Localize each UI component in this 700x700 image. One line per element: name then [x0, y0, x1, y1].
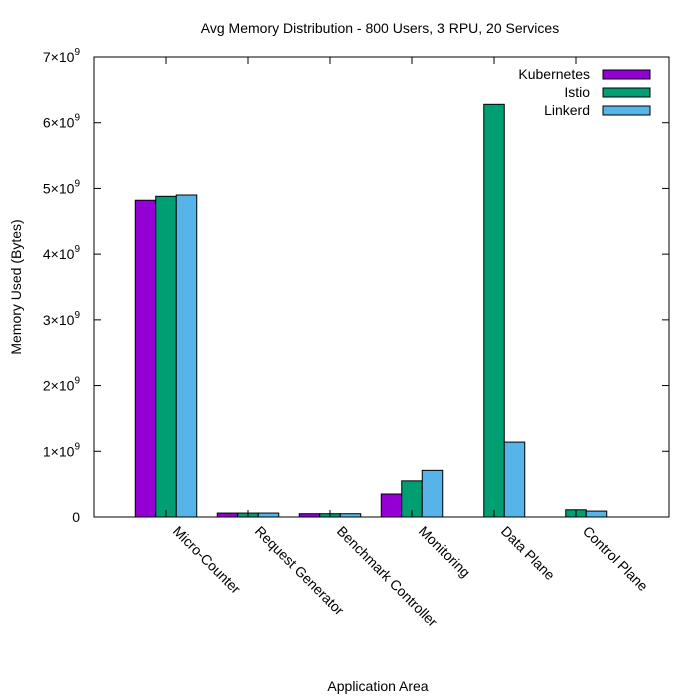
legend-swatch-kubernetes	[602, 69, 651, 80]
y-tick-label: 3×109	[43, 310, 81, 328]
x-tick-label: Monitoring	[416, 523, 474, 581]
bar-kubernetes-1	[216, 512, 239, 518]
bar-kubernetes-0	[134, 199, 157, 518]
bar-linkerd-0	[175, 194, 198, 518]
y-tick-label: 0	[72, 509, 80, 525]
plot-frame	[93, 56, 670, 518]
y-tick-label: 7×109	[43, 47, 81, 65]
y-tick-label: 5×109	[43, 178, 81, 196]
bar-linkerd-5	[585, 510, 608, 518]
bar-linkerd-1	[257, 512, 280, 518]
legend-swatch-linkerd	[602, 105, 651, 116]
x-tick-label: Request Generator	[252, 523, 348, 619]
legend-label-linkerd: Linkerd	[544, 102, 590, 118]
legend-swatch-istio	[602, 87, 651, 98]
legend-label-kubernetes: Kubernetes	[518, 66, 590, 82]
bar-istio-4	[483, 103, 505, 518]
y-axis-label: Memory Used (Bytes)	[8, 219, 24, 354]
bar-linkerd-4	[503, 441, 526, 518]
y-tick-label: 4×109	[43, 244, 81, 262]
x-tick-label: Micro-Counter	[170, 523, 244, 597]
y-tick-label: 1×109	[43, 441, 81, 459]
x-axis-label: Application Area	[327, 678, 428, 694]
bar-linkerd-3	[421, 469, 444, 518]
y-tick-label: 6×109	[43, 113, 81, 131]
legend: Kubernetes Istio Linkerd	[518, 66, 651, 118]
x-tick-label: Control Plane	[580, 523, 651, 594]
bar-istio-0	[155, 195, 177, 518]
plot-area	[134, 103, 608, 518]
x-tick-label: Data Plane	[498, 523, 558, 583]
legend-label-istio: Istio	[564, 84, 590, 100]
chart-title: Avg Memory Distribution - 800 Users, 3 R…	[201, 20, 559, 36]
y-tick-label: 2×109	[43, 376, 81, 394]
bar-kubernetes-3	[380, 493, 403, 518]
